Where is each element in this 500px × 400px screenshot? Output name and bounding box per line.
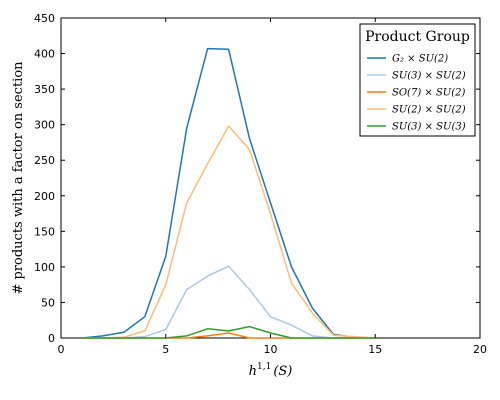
y-tick-label: 450 (34, 12, 55, 25)
y-tick-label: 300 (34, 119, 55, 132)
legend: Product Group G₂ × SU(2) SU(3) × SU(2) SO(7… (359, 23, 476, 137)
legend-title: Product Group (365, 29, 470, 45)
y-tick-label: 0 (48, 332, 55, 345)
series-line-0 (81, 47, 376, 339)
legend-item-label: G₂ × SU(2) (392, 54, 448, 65)
axes: 0 5 10 15 20050100150200250300350400450h1,1(… (11, 12, 487, 379)
y-tick-label: 350 (34, 83, 55, 96)
series-line-4 (82, 325, 376, 339)
legend-box (359, 23, 476, 137)
y-tick-label: 250 (34, 154, 55, 167)
x-tick-label: 0 (58, 343, 65, 356)
x-tick-label: 5 (162, 343, 169, 356)
y-tick-label: 400 (34, 48, 55, 61)
series-layer (81, 47, 376, 339)
y-tick-label: 150 (34, 225, 55, 238)
x-tick-label: 20 (473, 343, 487, 356)
y-tick-label: 50 (41, 296, 55, 309)
x-tick-label: 10 (264, 343, 278, 356)
series-line-3 (82, 125, 376, 339)
y-axis-label: # products with a factor on section (11, 61, 26, 295)
y-tick-label: 100 (34, 261, 55, 274)
legend-item-label: SU(3) × SU(2) (392, 71, 466, 82)
x-axis-label: h1,1 (S) (249, 362, 293, 379)
x-tick-label: 15 (368, 343, 382, 356)
y-tick-label: 200 (34, 190, 55, 203)
series-line-1 (82, 265, 376, 339)
legend-item-label: SU(2) × SU(2) (392, 105, 466, 116)
legend-item-label: SO(7) × SU(2) (392, 88, 465, 99)
legend-item-label: SU(3) × SU(3) (392, 122, 466, 133)
